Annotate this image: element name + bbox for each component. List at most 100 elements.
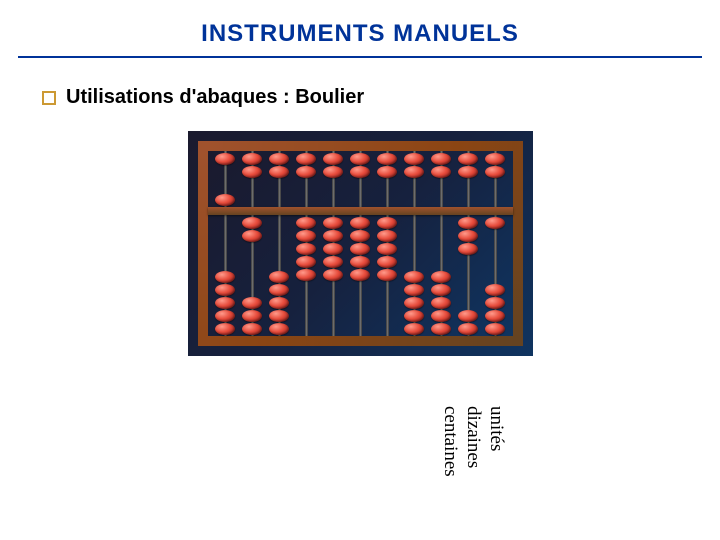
abacus-bead-lower (485, 310, 505, 322)
abacus-bead-lower (404, 297, 424, 309)
abacus-rod (440, 151, 443, 336)
abacus-bead-lower (296, 230, 316, 242)
abacus-bead-upper (296, 166, 316, 178)
abacus-bead-upper (269, 153, 289, 165)
abacus-bead-upper (215, 153, 235, 165)
abacus-rod (332, 151, 335, 336)
abacus-bead-upper (404, 166, 424, 178)
abacus-bead-lower (377, 243, 397, 255)
abacus-rod (224, 151, 227, 336)
abacus-background (188, 131, 533, 356)
abacus-bead-lower (215, 284, 235, 296)
abacus-bead-upper (485, 166, 505, 178)
abacus-bead-upper (485, 153, 505, 165)
abacus-bead-lower (431, 284, 451, 296)
abacus-bead-upper (458, 166, 478, 178)
abacus-bead-lower (431, 271, 451, 283)
abacus-frame (198, 141, 523, 346)
abacus-rod (359, 151, 362, 336)
abacus-bead-lower (350, 230, 370, 242)
abacus-bead-lower (269, 310, 289, 322)
abacus-bead-lower (269, 297, 289, 309)
abacus-bead-upper (242, 166, 262, 178)
abacus-bead-upper (215, 194, 235, 206)
abacus-bead-lower (215, 297, 235, 309)
abacus-bead-upper (377, 153, 397, 165)
abacus-bead-lower (485, 297, 505, 309)
column-label: dizaines (462, 406, 484, 468)
abacus-bead-upper (296, 153, 316, 165)
abacus-bead-lower (296, 217, 316, 229)
abacus-bead-lower (323, 243, 343, 255)
abacus-bead-upper (404, 153, 424, 165)
abacus-bead-lower (323, 230, 343, 242)
abacus-bead-lower (323, 269, 343, 281)
column-label-text: unités (485, 406, 507, 451)
abacus-bead-lower (350, 269, 370, 281)
abacus-bead-lower (485, 284, 505, 296)
column-label-text: dizaines (462, 406, 484, 468)
bullet-box-icon (42, 91, 56, 105)
abacus-bead-upper (350, 166, 370, 178)
abacus-divider (208, 207, 513, 215)
abacus-bead-lower (458, 217, 478, 229)
abacus-rod (251, 151, 254, 336)
abacus-bead-lower (458, 243, 478, 255)
abacus-bead-lower (323, 256, 343, 268)
abacus-bead-lower (296, 256, 316, 268)
abacus-bead-lower (404, 323, 424, 335)
abacus-bead-upper (242, 153, 262, 165)
abacus-bead-lower (323, 217, 343, 229)
abacus-bead-lower (215, 271, 235, 283)
abacus-rod (278, 151, 281, 336)
abacus-bead-lower (242, 297, 262, 309)
abacus-bead-lower (242, 323, 262, 335)
abacus-bead-lower (215, 323, 235, 335)
abacus-bead-lower (485, 217, 505, 229)
abacus-bead-lower (242, 217, 262, 229)
title-underline (18, 56, 702, 58)
abacus-bead-lower (350, 217, 370, 229)
bullet-text: Utilisations d'abaques : Boulier (66, 86, 364, 109)
abacus-bead-upper (377, 166, 397, 178)
abacus-bead-lower (431, 323, 451, 335)
abacus-bead-lower (458, 323, 478, 335)
abacus-bead-upper (323, 166, 343, 178)
abacus-bead-lower (269, 284, 289, 296)
abacus-bead-upper (350, 153, 370, 165)
abacus-bead-upper (323, 153, 343, 165)
abacus-bead-lower (485, 323, 505, 335)
abacus-bead-lower (269, 323, 289, 335)
bullet-item: Utilisations d'abaques : Boulier (42, 86, 720, 109)
abacus-rods (208, 151, 513, 336)
column-label: unités (485, 406, 507, 451)
abacus-bead-lower (269, 271, 289, 283)
abacus-rod (386, 151, 389, 336)
abacus-rod (413, 151, 416, 336)
abacus-rod (467, 151, 470, 336)
abacus-bead-lower (404, 271, 424, 283)
abacus-bead-lower (458, 230, 478, 242)
abacus-bead-upper (458, 153, 478, 165)
abacus-rod (305, 151, 308, 336)
abacus-bead-lower (242, 310, 262, 322)
abacus-bead-lower (296, 269, 316, 281)
abacus-bead-lower (350, 243, 370, 255)
abacus-bead-lower (431, 310, 451, 322)
abacus-bead-lower (215, 310, 235, 322)
abacus-bead-lower (377, 230, 397, 242)
abacus-bead-upper (269, 166, 289, 178)
abacus-rod (494, 151, 497, 336)
abacus-bead-lower (377, 217, 397, 229)
abacus-bead-lower (350, 256, 370, 268)
abacus-bead-lower (377, 256, 397, 268)
abacus-bead-lower (404, 310, 424, 322)
abacus-bead-lower (404, 284, 424, 296)
abacus-bead-upper (431, 153, 451, 165)
column-label-text: centaines (439, 406, 461, 477)
abacus-bead-lower (458, 310, 478, 322)
abacus-bead-lower (296, 243, 316, 255)
abacus-bead-lower (242, 230, 262, 242)
abacus-interior (208, 151, 513, 336)
abacus-bead-lower (377, 269, 397, 281)
